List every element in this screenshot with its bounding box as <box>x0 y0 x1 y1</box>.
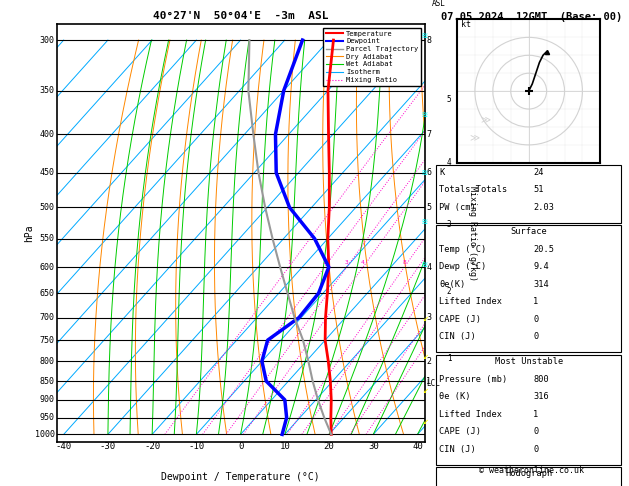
Text: 316: 316 <box>533 392 549 401</box>
Text: -30: -30 <box>100 442 116 451</box>
Text: 750: 750 <box>40 336 55 345</box>
Text: 5: 5 <box>447 95 451 104</box>
Text: ≋: ≋ <box>421 110 428 121</box>
Text: 30: 30 <box>368 442 379 451</box>
Text: 2.03: 2.03 <box>533 203 554 212</box>
Text: 8: 8 <box>403 260 406 265</box>
Text: ≋: ≋ <box>421 260 428 270</box>
Text: 4: 4 <box>447 158 451 167</box>
Text: K: K <box>439 168 444 177</box>
Text: 40: 40 <box>412 442 423 451</box>
Text: PW (cm): PW (cm) <box>439 203 476 212</box>
Legend: Temperature, Dewpoint, Parcel Trajectory, Dry Adiabat, Wet Adiabat, Isotherm, Mi: Temperature, Dewpoint, Parcel Trajectory… <box>323 28 421 86</box>
Text: 314: 314 <box>533 280 549 289</box>
Text: 2: 2 <box>447 287 451 296</box>
Text: 4: 4 <box>426 262 431 272</box>
Text: 850: 850 <box>40 377 55 386</box>
Text: CIN (J): CIN (J) <box>439 332 476 342</box>
Text: θe(K): θe(K) <box>439 280 465 289</box>
Text: 1: 1 <box>533 410 538 419</box>
Text: 0: 0 <box>533 445 538 454</box>
Text: CAPE (J): CAPE (J) <box>439 315 481 324</box>
Text: 6: 6 <box>426 168 431 177</box>
Text: kt: kt <box>460 19 470 29</box>
Text: 950: 950 <box>40 413 55 422</box>
Text: 10: 10 <box>279 442 290 451</box>
Text: 2: 2 <box>323 260 326 265</box>
Text: 550: 550 <box>40 234 55 243</box>
Text: 0: 0 <box>238 442 243 451</box>
Text: 07.05.2024  12GMT  (Base: 00): 07.05.2024 12GMT (Base: 00) <box>441 12 622 22</box>
Text: hPa: hPa <box>24 225 34 242</box>
Text: Most Unstable: Most Unstable <box>494 357 563 366</box>
Text: -20: -20 <box>144 442 160 451</box>
Text: -10: -10 <box>188 442 204 451</box>
Text: Dewp (°C): Dewp (°C) <box>439 262 486 272</box>
Text: θe (K): θe (K) <box>439 392 470 401</box>
Text: ↙: ↙ <box>421 385 428 395</box>
Text: 450: 450 <box>40 168 55 177</box>
Text: 2: 2 <box>426 357 431 366</box>
Text: 20.5: 20.5 <box>533 245 554 254</box>
Text: 600: 600 <box>40 262 55 272</box>
Text: Pressure (mb): Pressure (mb) <box>439 375 508 384</box>
Text: 1: 1 <box>447 354 451 363</box>
Text: 8: 8 <box>426 35 431 45</box>
Text: 300: 300 <box>40 35 55 45</box>
Text: 900: 900 <box>40 396 55 404</box>
Text: Surface: Surface <box>510 227 547 237</box>
Text: 20: 20 <box>324 442 335 451</box>
Text: 500: 500 <box>40 203 55 212</box>
Text: ≋: ≋ <box>421 31 428 41</box>
Text: $\gg$: $\gg$ <box>468 133 482 143</box>
Text: 0: 0 <box>533 427 538 436</box>
Text: 800: 800 <box>40 357 55 366</box>
Text: 3: 3 <box>345 260 348 265</box>
Text: ↙: ↙ <box>421 351 428 361</box>
Text: km
ASL: km ASL <box>432 0 446 8</box>
Text: 1: 1 <box>533 297 538 307</box>
Text: ≋: ≋ <box>421 217 428 227</box>
Text: Lifted Index: Lifted Index <box>439 410 502 419</box>
Text: 1: 1 <box>287 260 291 265</box>
Text: CAPE (J): CAPE (J) <box>439 427 481 436</box>
Text: 24: 24 <box>533 168 544 177</box>
Title: 40°27'N  50°04'E  -3m  ASL: 40°27'N 50°04'E -3m ASL <box>153 11 328 21</box>
Text: Mixing Ratio (g/kg): Mixing Ratio (g/kg) <box>468 186 477 281</box>
Text: ↙: ↙ <box>421 313 428 324</box>
Text: 0: 0 <box>533 315 538 324</box>
Text: 650: 650 <box>40 289 55 298</box>
Text: 9.4: 9.4 <box>533 262 549 272</box>
Text: -40: -40 <box>55 442 72 451</box>
Text: Lifted Index: Lifted Index <box>439 297 502 307</box>
Text: 3: 3 <box>447 221 451 229</box>
Text: $\gg$: $\gg$ <box>479 115 493 125</box>
Text: 51: 51 <box>533 185 544 194</box>
Text: ≋: ≋ <box>421 168 428 178</box>
Text: Dewpoint / Temperature (°C): Dewpoint / Temperature (°C) <box>161 471 320 482</box>
Text: Totals Totals: Totals Totals <box>439 185 508 194</box>
Text: LCL: LCL <box>426 379 440 387</box>
Text: 5: 5 <box>426 203 431 212</box>
Text: 400: 400 <box>40 130 55 139</box>
Text: 350: 350 <box>40 86 55 95</box>
Text: 4: 4 <box>361 260 365 265</box>
Text: Hodograph: Hodograph <box>505 469 552 479</box>
Text: 0: 0 <box>533 332 538 342</box>
Text: © weatheronline.co.uk: © weatheronline.co.uk <box>479 466 584 475</box>
Text: CIN (J): CIN (J) <box>439 445 476 454</box>
Text: 7: 7 <box>426 130 431 139</box>
Text: Temp (°C): Temp (°C) <box>439 245 486 254</box>
Text: ↙: ↙ <box>421 416 428 426</box>
Text: 1000: 1000 <box>35 430 55 439</box>
Text: 700: 700 <box>40 313 55 322</box>
Text: 3: 3 <box>426 313 431 322</box>
Text: 800: 800 <box>533 375 549 384</box>
Text: 1: 1 <box>426 377 431 386</box>
